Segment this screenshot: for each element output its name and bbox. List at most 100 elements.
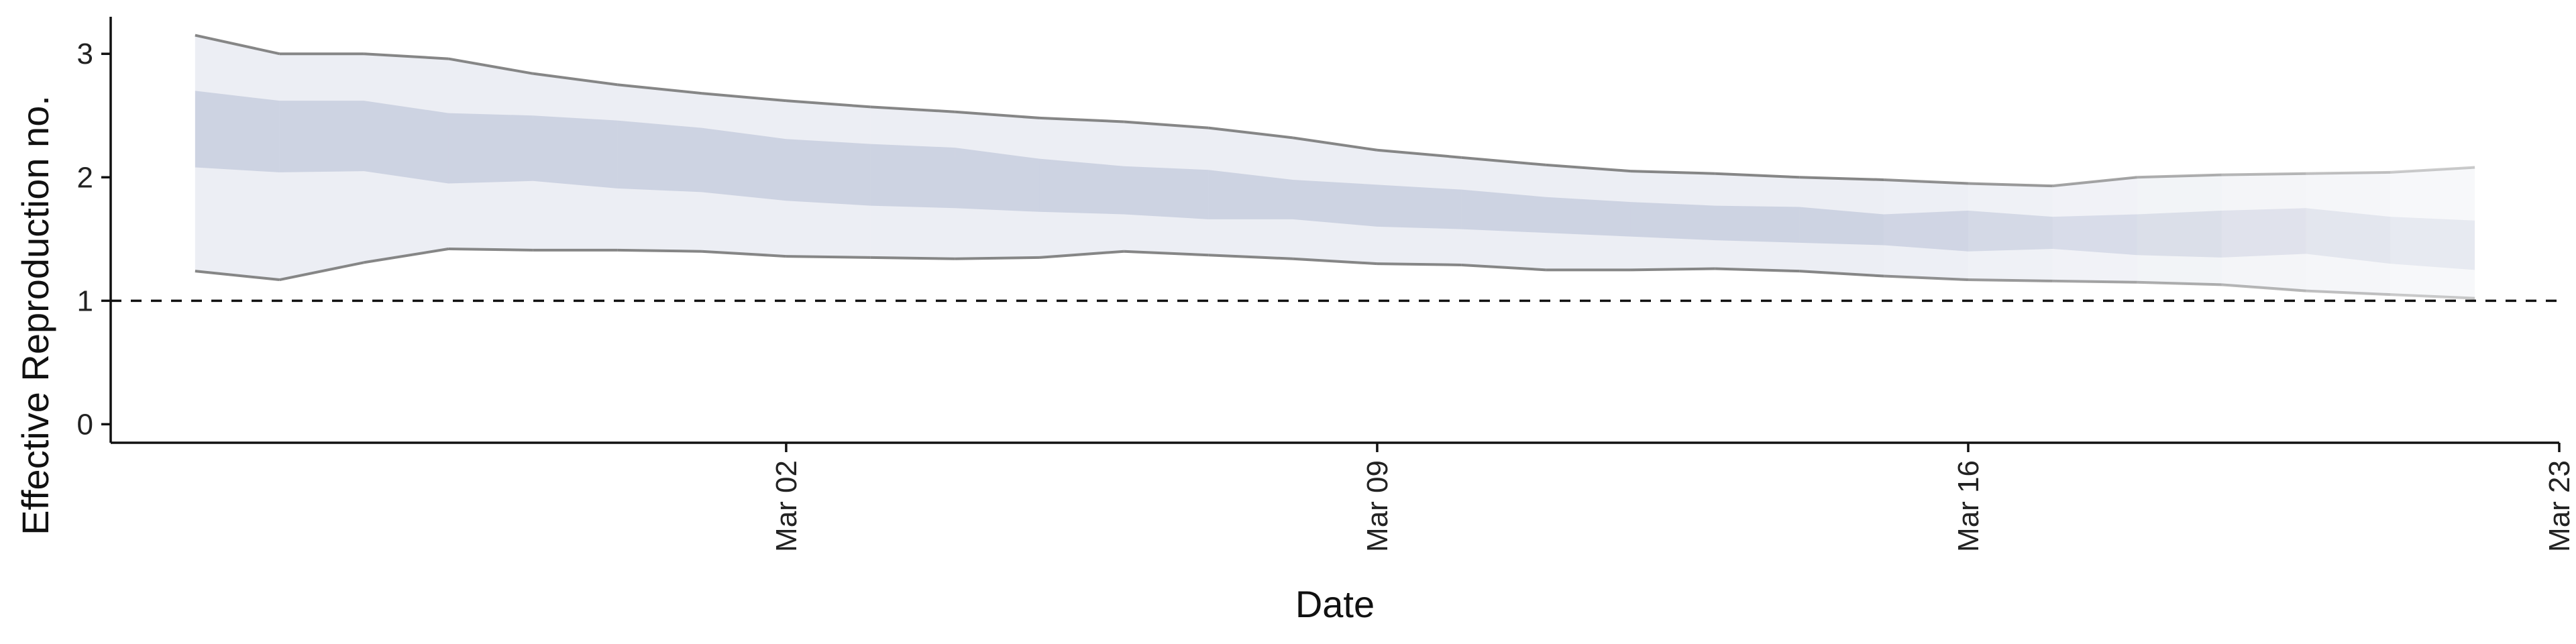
band-90-segment bbox=[1630, 171, 1715, 270]
band-90-segment bbox=[786, 101, 871, 258]
band-50-segment bbox=[1377, 184, 1462, 229]
x-tick-label: Mar 23 bbox=[2543, 460, 2576, 552]
band-90-segment bbox=[2052, 177, 2137, 282]
lower-bound-line-segment bbox=[617, 248, 702, 253]
lower-bound-line-segment bbox=[2052, 279, 2137, 284]
upper-bound-line-segment bbox=[2221, 172, 2306, 176]
lower-bound-line-segment bbox=[195, 270, 280, 282]
lower-bound-line-segment bbox=[1124, 250, 1209, 257]
band-50-segment bbox=[2390, 217, 2475, 270]
band-50-segment bbox=[617, 120, 702, 193]
band-50-segment bbox=[955, 148, 1040, 212]
band-90-segment bbox=[955, 111, 1040, 259]
lower-bound-line-segment bbox=[1292, 257, 1378, 266]
lower-bound-line-segment bbox=[2137, 280, 2222, 286]
band-90-segment bbox=[1208, 127, 1293, 259]
band-90-segment bbox=[2221, 173, 2306, 291]
x-axis-ticks: Mar 02 Mar 09 Mar 16 Mar 23 bbox=[770, 443, 2576, 552]
x-tick-label: Mar 16 bbox=[1952, 460, 1985, 552]
band-90-segment bbox=[702, 93, 786, 257]
band-50-segment bbox=[870, 144, 955, 209]
upper-bound-line-segment bbox=[364, 52, 449, 60]
band-90-segment bbox=[1124, 121, 1209, 256]
upper-bound-line-segment bbox=[616, 83, 702, 95]
band-50-segment bbox=[279, 101, 364, 172]
band-90-segment bbox=[279, 54, 364, 280]
band-50-segment bbox=[702, 127, 786, 201]
x-axis-title: Date bbox=[1295, 583, 1375, 625]
upper-bound-line-segment bbox=[1292, 136, 1378, 152]
lower-bound-line-segment bbox=[1461, 263, 1546, 272]
band-90-segment bbox=[1968, 183, 2053, 281]
lower-bound-line-segment bbox=[1968, 278, 2053, 282]
band-50-segment bbox=[533, 115, 618, 189]
upper-bound-line-segment bbox=[701, 92, 787, 103]
upper-bound-line-segment bbox=[1968, 182, 2053, 188]
x-tick-label: Mar 09 bbox=[1361, 460, 1394, 552]
upper-bound-line-segment bbox=[448, 57, 533, 75]
upper-bound-line-segment bbox=[1124, 120, 1209, 129]
upper-bound-line-segment bbox=[2306, 170, 2391, 175]
band-50-segment bbox=[1293, 179, 1377, 227]
y-axis-ticks: 0 1 2 3 bbox=[77, 38, 111, 441]
band-50-segment bbox=[1546, 197, 1631, 237]
upper-bound-line-segment bbox=[955, 110, 1040, 119]
y-tick-label: 1 bbox=[77, 284, 93, 317]
band-50-segment bbox=[2137, 210, 2222, 258]
lower-bound-line-segment bbox=[2221, 283, 2306, 292]
band-90-segment bbox=[1715, 173, 1800, 272]
band-50-segment bbox=[1208, 170, 1293, 219]
band-50-segment bbox=[448, 113, 533, 184]
upper-bound-line-segment bbox=[870, 105, 955, 113]
upper-bound-line-segment bbox=[1799, 176, 1884, 181]
upper-bound-line-segment bbox=[2052, 176, 2137, 188]
upper-bound-line-segment bbox=[195, 34, 280, 56]
upper-bound-line-segment bbox=[1461, 156, 1546, 166]
upper-bound-line-segment bbox=[1039, 116, 1124, 123]
lower-bound-line-segment bbox=[1715, 267, 1800, 273]
x-tick-label: Mar 02 bbox=[770, 460, 803, 552]
band-90-segment bbox=[617, 85, 702, 252]
band-50-segment bbox=[1799, 207, 1884, 246]
band-90-segment bbox=[870, 107, 955, 259]
upper-bound-line-segment bbox=[1715, 172, 1800, 179]
upper-bound-line-segment bbox=[2137, 173, 2222, 179]
upper-bound-line-segment bbox=[2390, 166, 2475, 174]
band-90-segment bbox=[448, 58, 533, 250]
band-90-segment bbox=[1461, 157, 1546, 270]
band-50-segment bbox=[786, 139, 871, 206]
band-90-segment bbox=[1799, 177, 1884, 276]
lower-bound-line-segment bbox=[1039, 250, 1124, 259]
band-50-segment bbox=[2306, 208, 2391, 264]
credible-bands bbox=[195, 35, 2475, 299]
lower-bound-line-segment bbox=[1208, 254, 1293, 260]
band-50-segment bbox=[1461, 189, 1546, 233]
band-50-segment bbox=[1968, 210, 2053, 252]
band-90-segment bbox=[195, 35, 280, 280]
band-50-segment bbox=[1039, 158, 1124, 215]
band-90-segment bbox=[2390, 167, 2475, 299]
band-50-segment bbox=[2052, 214, 2137, 256]
band-90-segment bbox=[1293, 138, 1377, 264]
lower-bound-line-segment bbox=[1377, 262, 1462, 266]
upper-bound-line-segment bbox=[1208, 126, 1293, 140]
y-tick-label: 3 bbox=[77, 38, 93, 70]
lower-bound-line-segment bbox=[1884, 274, 1969, 282]
band-50-segment bbox=[1884, 210, 1968, 252]
y-tick-label: 2 bbox=[77, 161, 93, 194]
band-90-segment bbox=[533, 73, 618, 250]
lower-bound-line-segment bbox=[448, 248, 533, 252]
upper-bound-line-segment bbox=[1884, 178, 1969, 185]
lower-bound-line-segment bbox=[701, 250, 787, 258]
band-90-segment bbox=[1039, 117, 1124, 258]
band-90-segment bbox=[2137, 174, 2222, 285]
lower-bound-line-segment bbox=[1630, 267, 1715, 272]
outer-interval-lines bbox=[195, 34, 2475, 300]
lower-bound-line-segment bbox=[870, 256, 955, 260]
y-tick-label: 0 bbox=[77, 408, 93, 441]
lower-bound-line-segment bbox=[2390, 293, 2475, 300]
lower-bound-line-segment bbox=[955, 256, 1040, 260]
lower-bound-line-segment bbox=[2306, 289, 2391, 297]
band-90-segment bbox=[1884, 179, 1968, 280]
